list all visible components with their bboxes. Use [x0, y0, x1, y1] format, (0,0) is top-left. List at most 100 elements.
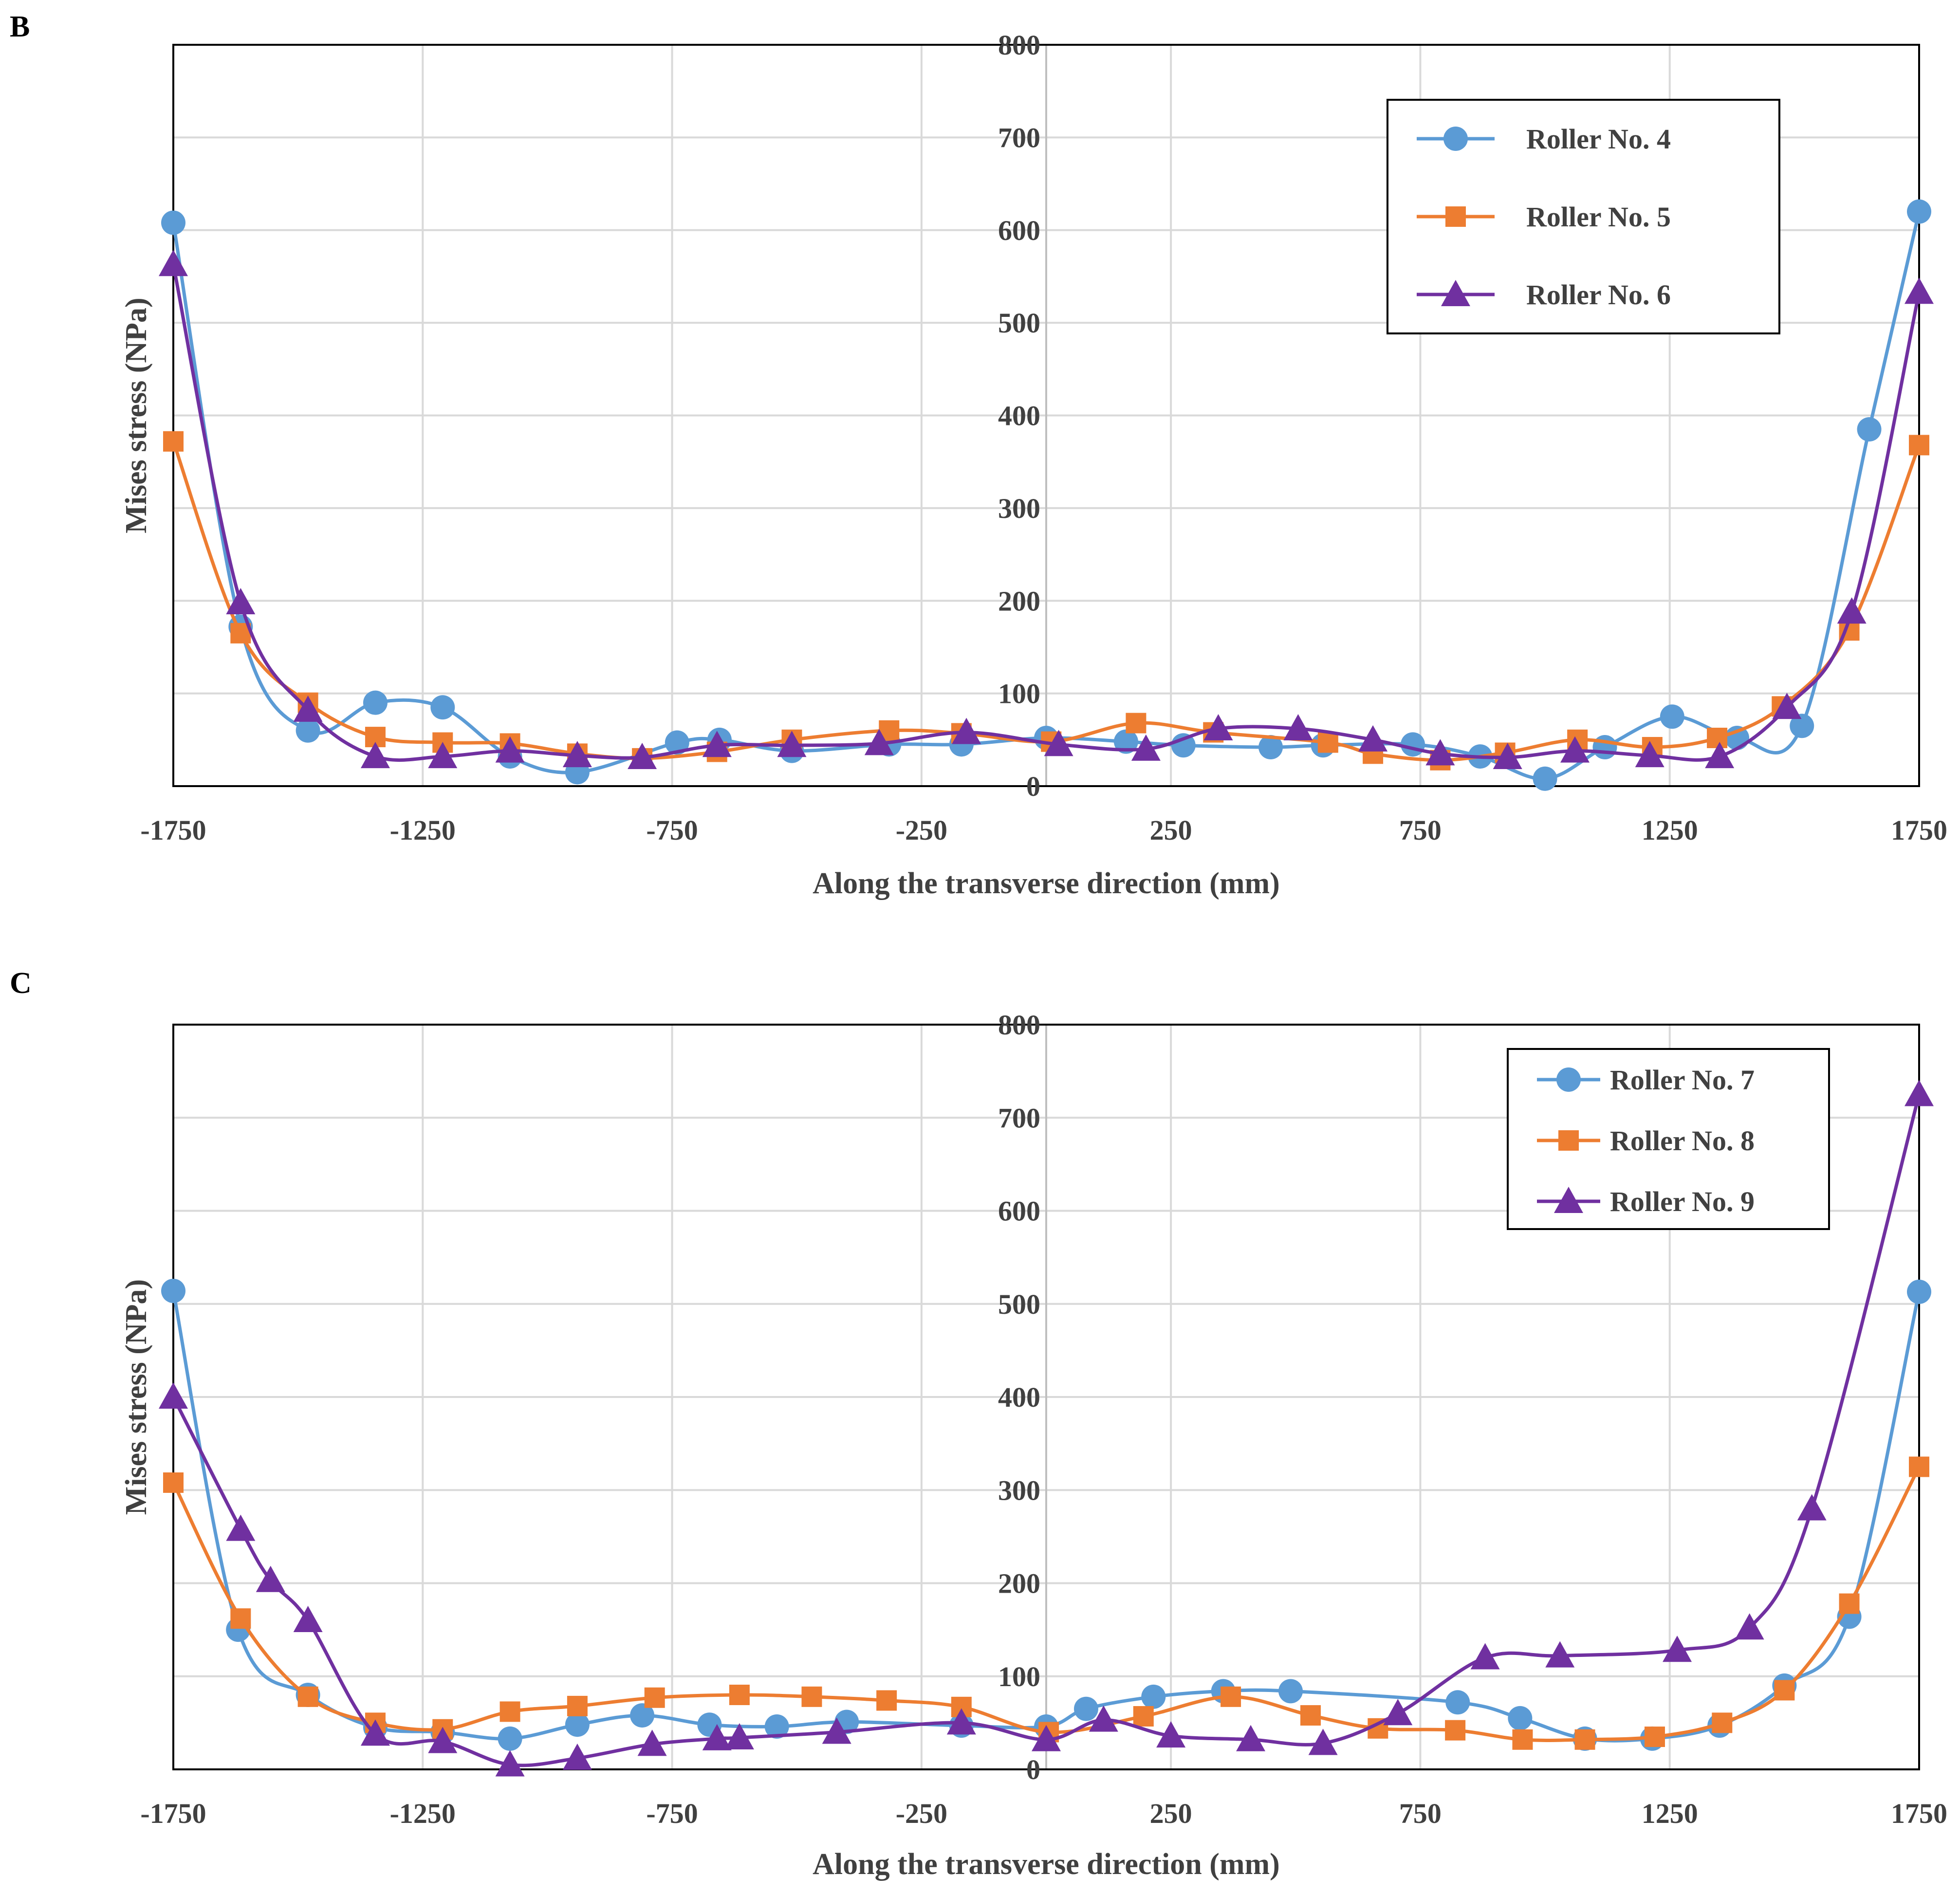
data-point — [724, 1723, 754, 1749]
data-point — [562, 1744, 592, 1770]
data-point — [1425, 739, 1455, 766]
data-point — [293, 695, 323, 722]
data-point — [1131, 734, 1161, 761]
data-point — [226, 588, 256, 615]
data-point — [1470, 1643, 1500, 1670]
x-axis-title: Along the transverse direction (mm) — [813, 1848, 1280, 1881]
data-point — [1044, 730, 1073, 756]
data-point — [1171, 733, 1196, 758]
data-point — [1857, 417, 1882, 442]
data-point — [801, 1686, 822, 1707]
data-point — [498, 1726, 522, 1751]
x-tick-label: 1250 — [1642, 1798, 1698, 1829]
x-tick-label: -1750 — [140, 1798, 206, 1829]
data-point — [1508, 1706, 1533, 1730]
data-point — [1790, 714, 1814, 738]
legend-marker — [1443, 127, 1468, 151]
data-point — [628, 742, 657, 769]
y-tick-label: 700 — [998, 122, 1040, 153]
data-point — [296, 718, 320, 743]
data-point — [1358, 725, 1388, 752]
legend-marker — [1558, 1130, 1579, 1151]
legend-label: Roller No. 5 — [1526, 201, 1671, 233]
data-point — [1735, 1613, 1764, 1640]
y-tick-label: 100 — [998, 678, 1040, 710]
data-point — [1141, 1684, 1166, 1709]
x-tick-label: 1750 — [1891, 1798, 1947, 1829]
data-point — [1073, 1696, 1098, 1721]
data-point — [1644, 1727, 1665, 1747]
data-point — [1707, 728, 1728, 749]
data-point — [293, 1606, 323, 1632]
data-point — [495, 1750, 525, 1777]
data-point — [1839, 1593, 1860, 1614]
legend-label: Roller No. 9 — [1610, 1186, 1755, 1217]
data-point — [161, 1278, 185, 1303]
data-point — [1156, 1721, 1186, 1748]
legend-label: Roller No. 4 — [1526, 123, 1671, 155]
data-point — [230, 1608, 251, 1629]
data-point — [499, 1701, 520, 1722]
data-point — [1317, 732, 1338, 753]
data-point — [495, 736, 525, 763]
series-roller-no-8 — [163, 1456, 1929, 1750]
data-point — [1133, 1706, 1154, 1727]
legend-label: Roller No. 7 — [1610, 1064, 1755, 1096]
legend-marker — [1445, 206, 1466, 227]
data-point — [1592, 735, 1617, 760]
y-tick-label: 700 — [998, 1102, 1040, 1134]
legend-label: Roller No. 6 — [1526, 279, 1671, 311]
data-point — [1907, 199, 1931, 224]
series-roller-no-4 — [161, 199, 1931, 791]
y-tick-label: 800 — [998, 29, 1040, 61]
x-tick-label: -1250 — [390, 1798, 456, 1829]
data-point — [297, 1686, 318, 1707]
data-point — [764, 1714, 789, 1739]
data-point — [1545, 1641, 1575, 1668]
data-point — [729, 1685, 750, 1705]
x-tick-label: -750 — [646, 1798, 698, 1829]
chart-panel-c: C 0 100 200 300 400 500 600 700 800 -1750 -1250 -750… — [10, 967, 1947, 1881]
data-point — [430, 695, 455, 720]
legend-label: Roller No. 8 — [1610, 1125, 1755, 1157]
legend-marker — [1554, 1187, 1583, 1213]
data-point — [1907, 1279, 1931, 1304]
y-tick-label: 300 — [998, 493, 1040, 524]
data-point — [1660, 704, 1684, 729]
data-point — [1236, 1725, 1266, 1751]
data-point — [256, 1565, 285, 1592]
x-tick-label: 1250 — [1642, 814, 1698, 846]
legend: Roller No. 4 Roller No. 5 Roller No. 6 — [1387, 99, 1780, 334]
x-tick-label: 250 — [1150, 814, 1192, 846]
data-point — [1663, 1636, 1692, 1662]
y-tick-label: 400 — [998, 1381, 1040, 1413]
y-tick-label: 200 — [998, 585, 1040, 617]
x-tick-label: -250 — [896, 814, 947, 846]
data-point — [1203, 714, 1233, 740]
data-point — [1032, 1725, 1061, 1751]
data-point — [1445, 1690, 1470, 1715]
panel-letter: B — [10, 10, 30, 43]
x-tick-label: 1750 — [1891, 814, 1947, 846]
data-point — [1401, 732, 1425, 757]
chart-panel-b: B 0 100 200 300 400 500 600 700 800 -1750 -1250 -750… — [10, 10, 1947, 900]
data-point — [1126, 713, 1146, 734]
data-point — [876, 1690, 897, 1711]
data-point — [946, 1708, 976, 1735]
y-tick-label: 500 — [998, 307, 1040, 339]
data-point — [1300, 1705, 1321, 1726]
data-point — [1574, 1729, 1595, 1750]
data-point — [159, 1382, 188, 1409]
x-axis-title: Along the transverse direction (mm) — [813, 867, 1280, 900]
y-tick-label: 0 — [1026, 1754, 1040, 1785]
data-point — [1772, 693, 1802, 719]
series-roller-no-6 — [159, 250, 1934, 769]
data-point — [565, 1712, 590, 1737]
y-axis-title: Mises stress (NPa) — [120, 1279, 153, 1515]
data-point — [1905, 1080, 1934, 1106]
y-tick-label: 600 — [998, 215, 1040, 246]
data-point — [630, 1703, 655, 1728]
x-tick-label: 750 — [1399, 1798, 1442, 1829]
y-tick-label: 100 — [998, 1661, 1040, 1692]
